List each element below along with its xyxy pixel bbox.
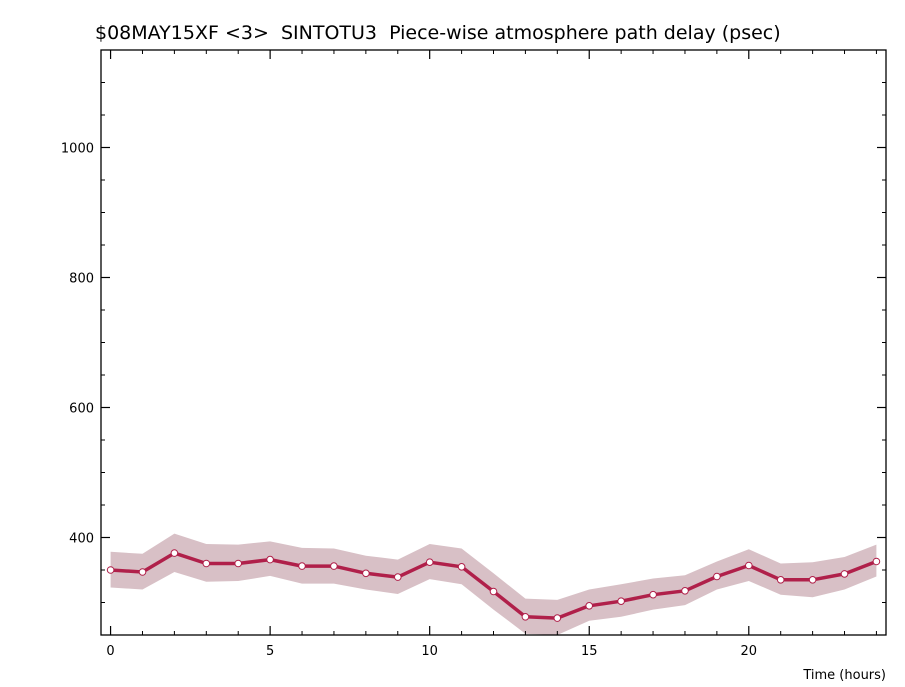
data-point xyxy=(457,563,466,571)
x-tick-label: 0 xyxy=(106,644,114,659)
data-point xyxy=(266,555,274,564)
data-point xyxy=(394,573,402,581)
data-point xyxy=(872,557,881,566)
y-tick-label: 600 xyxy=(69,402,94,417)
plot-area xyxy=(106,533,881,635)
data-point xyxy=(776,576,785,584)
data-point xyxy=(425,558,434,567)
x-tick-label: 5 xyxy=(266,644,274,659)
data-point xyxy=(585,602,594,610)
x-tick-label: 10 xyxy=(421,644,438,659)
data-point xyxy=(138,568,147,576)
x-tick-label: 20 xyxy=(741,644,758,659)
data-point xyxy=(521,613,530,621)
data-point xyxy=(713,572,721,581)
y-tick-label: 800 xyxy=(69,272,94,287)
x-tick-label: 15 xyxy=(581,644,598,659)
data-point xyxy=(330,562,338,570)
data-point xyxy=(489,587,498,596)
data-point xyxy=(362,569,370,578)
data-point xyxy=(202,559,211,568)
data-point xyxy=(106,566,115,574)
data-point xyxy=(681,587,689,595)
data-point xyxy=(745,561,753,570)
data-point xyxy=(234,559,242,568)
data-point xyxy=(617,597,625,606)
data-point xyxy=(808,576,817,584)
data-point xyxy=(553,614,562,622)
uncertainty-band xyxy=(110,533,877,635)
y-tick-label: 400 xyxy=(69,532,94,547)
data-point xyxy=(298,562,306,570)
data-point xyxy=(649,590,657,599)
data-point xyxy=(840,570,849,578)
y-tick-label: 1000 xyxy=(61,142,94,157)
chart-title: $08MAY15XF <3> SINTOTU3 Piece-wise atmos… xyxy=(95,22,781,44)
axes: 0 5 10 15 20 400 600 800 1000 xyxy=(61,49,886,659)
x-axis-title: Time (hours) xyxy=(802,668,886,683)
data-point xyxy=(170,549,179,557)
